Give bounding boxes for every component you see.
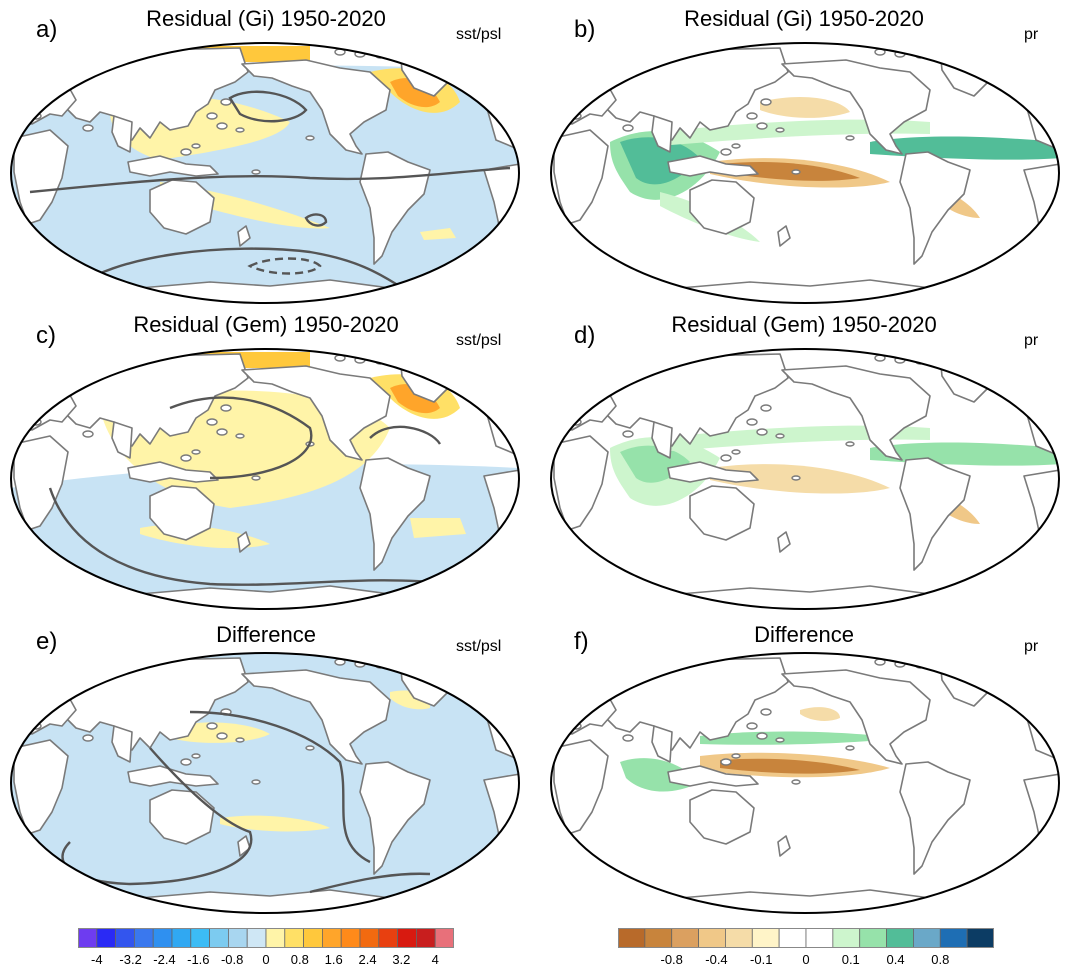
colorbar-tick-label: 0	[262, 952, 270, 967]
map-pr	[550, 348, 1060, 610]
panel-title: Difference	[216, 622, 316, 647]
colorbar-swatch	[209, 928, 229, 948]
colorbar-tick-label: 0.8	[290, 952, 309, 967]
panel-c: c) Residual (Gem) 1950-2020 sst/psl	[0, 306, 526, 616]
colorbar-tick-label: -0.8	[660, 952, 683, 967]
colorbar-swatch	[886, 928, 914, 948]
colorbar-swatch	[303, 928, 323, 948]
colorbar-tick-label: -0.8	[220, 952, 244, 967]
colorbar-swatch	[415, 928, 436, 948]
colorbar-tick-label: 2.4	[358, 952, 377, 967]
colorbar-swatch	[671, 928, 699, 948]
panel-title: Residual (Gi) 1950-2020	[146, 6, 386, 31]
colorbar-swatch	[966, 928, 994, 948]
panel-f: f) Difference pr	[540, 612, 1066, 922]
map-sst-psl	[10, 348, 520, 610]
colorbar-swatches	[618, 928, 994, 948]
colorbar-swatches	[78, 928, 454, 948]
colorbar-tick-label: 1.6	[324, 952, 343, 967]
colorbar-tick-label: 0.1	[841, 952, 860, 967]
panel-b: b) Residual (Gi) 1950-2020 pr	[540, 0, 1066, 310]
panel-title: Difference	[754, 622, 854, 647]
colorbar-swatch	[397, 928, 417, 948]
colorbar-swatch	[134, 928, 154, 948]
colorbar-swatch	[618, 928, 646, 948]
colorbar-tick-label: 3.2	[392, 952, 411, 967]
colorbar-tick-label: -1.6	[187, 952, 210, 967]
panel-label: d)	[574, 322, 596, 349]
colorbar-tick-label: -4	[91, 952, 103, 967]
colorbar-swatch	[832, 928, 861, 948]
panel-variable: pr	[1024, 26, 1039, 43]
colorbar-tick-label: 0	[802, 952, 810, 967]
colorbar-swatch	[805, 928, 834, 948]
colorbar-swatch	[171, 928, 192, 948]
panel-a: a) Residual (Gi) 1950-2020 sst/psl	[0, 0, 526, 310]
panel-title: Residual (Gem) 1950-2020	[133, 312, 399, 337]
map-pr	[550, 42, 1060, 304]
colorbar-swatch	[227, 928, 248, 948]
panel-e: e) Difference sst/psl	[0, 612, 526, 922]
colorbar-swatch	[96, 928, 116, 948]
colorbar-swatch	[939, 928, 968, 948]
colorbar-swatch	[698, 928, 726, 948]
colorbar-swatch	[190, 928, 211, 948]
panel-variable: sst/psl	[456, 332, 502, 349]
colorbar-swatch	[913, 928, 941, 948]
colorbar-sst: -4 -3.2 -2.4 -1.6 -0.8 0 0.8 1.6 2.4 3.2 4	[78, 928, 454, 972]
panel-variable: pr	[1024, 638, 1039, 655]
panel-variable: sst/psl	[456, 638, 502, 655]
colorbar-swatch	[725, 928, 753, 948]
colorbar-tick-label: 0.8	[931, 952, 950, 967]
panel-label: a)	[36, 16, 58, 43]
colorbar-swatch	[152, 928, 173, 948]
panel-d: d) Residual (Gem) 1950-2020 pr	[540, 306, 1066, 616]
panel-label: e)	[36, 628, 58, 655]
colorbar-swatch	[246, 928, 267, 948]
panel-label: f)	[574, 628, 589, 655]
colorbar-swatch	[340, 928, 361, 948]
colorbar-tick-label: -0.4	[705, 952, 728, 967]
panel-label: b)	[574, 16, 596, 43]
colorbar-tick-label: 0.4	[886, 952, 905, 967]
colorbar-swatch	[644, 928, 673, 948]
colorbar-swatch	[778, 928, 807, 948]
colorbar-swatch	[78, 928, 98, 948]
colorbar-tick-label: 4	[431, 952, 439, 967]
colorbar-swatch	[284, 928, 305, 948]
map-sst-psl	[10, 42, 520, 304]
colorbar-pr: -0.8 -0.4 -0.1 0 0.1 0.4 0.8	[618, 928, 994, 972]
colorbar-swatch	[378, 928, 398, 948]
map-sst-psl	[10, 652, 520, 914]
colorbar-tick-label: -3.2	[119, 952, 142, 967]
panel-variable: pr	[1024, 332, 1039, 349]
colorbar-swatch	[859, 928, 887, 948]
colorbar-swatch	[115, 928, 135, 948]
colorbar-swatch	[434, 928, 454, 948]
colorbar-swatch	[265, 928, 286, 948]
panel-variable: sst/psl	[456, 26, 502, 43]
panel-title: Residual (Gi) 1950-2020	[684, 6, 924, 31]
colorbar-swatch	[359, 928, 380, 948]
colorbar-tick-label: -2.4	[153, 952, 176, 967]
panel-title: Residual (Gem) 1950-2020	[671, 312, 937, 337]
map-pr	[550, 652, 1060, 914]
colorbar-swatch	[321, 928, 342, 948]
colorbar-swatch	[751, 928, 780, 948]
panel-label: c)	[36, 322, 56, 349]
colorbar-tick-label: -0.1	[750, 952, 773, 967]
